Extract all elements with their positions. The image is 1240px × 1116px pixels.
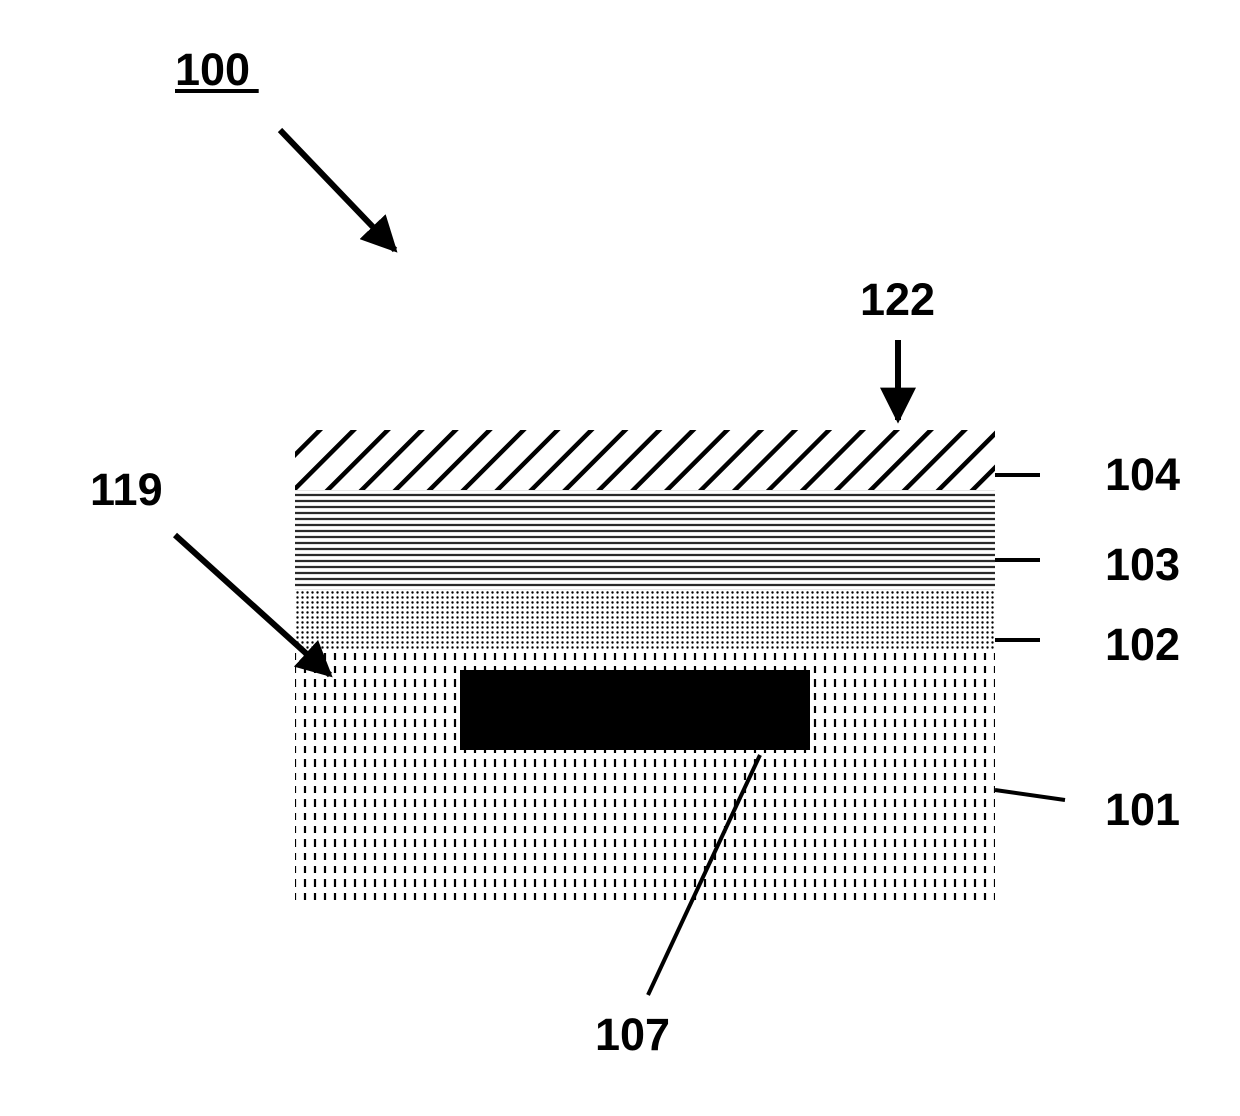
layer-102 [295,590,995,650]
label-122: 122 [860,274,935,325]
layer-103 [295,490,995,590]
label-104: 104 [1105,449,1180,500]
embedded-block-107 [460,670,810,750]
label-102: 102 [1105,619,1180,670]
label-103: 103 [1105,539,1180,590]
label-100: 100 [175,44,250,95]
leader-101 [995,790,1065,800]
label-107: 107 [595,1009,670,1060]
label-101: 101 [1105,784,1180,835]
label-119: 119 [90,464,163,515]
layer-stack [295,430,995,900]
arrow-100 [280,130,395,250]
layer-104 [295,430,995,490]
